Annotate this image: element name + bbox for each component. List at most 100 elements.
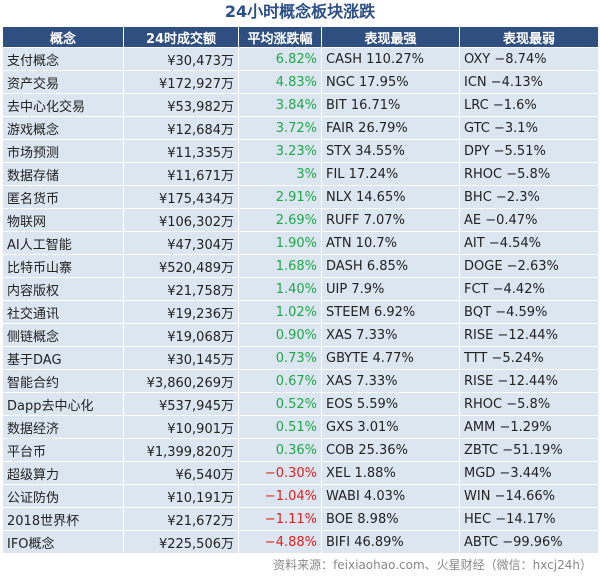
table-row: 数据存储 ¥11,671万 3% FIL 17.24% RHOC −5.8% — [2, 162, 599, 186]
table-row: 公证防伪 ¥10,191万 −1.04% WABI 4.03% WIN −14.66% — [2, 484, 599, 508]
best-performer-cell: NLX 14.65% — [321, 185, 460, 209]
worst-performer-cell: OXY −8.74% — [459, 47, 599, 71]
best-performer-cell: FAIR 26.79% — [321, 116, 460, 140]
table-row: 社交通讯 ¥19,236万 1.02% STEEM 6.92% BQT −4.59% — [2, 300, 599, 324]
header-concept: 概念 — [2, 26, 124, 48]
concept-name-cell: 基于DAG — [2, 346, 124, 370]
concept-name-cell: 侧链概念 — [2, 323, 124, 347]
volume-cell: ¥11,335万 — [123, 139, 239, 163]
worst-performer-cell: DOGE −2.63% — [459, 254, 599, 278]
concept-name-cell: 2018世界杯 — [2, 507, 124, 531]
avg-change-cell: −1.04% — [238, 484, 322, 508]
worst-performer-cell: BQT −4.59% — [459, 300, 599, 324]
best-performer-cell: GBYTE 4.77% — [321, 346, 460, 370]
worst-performer-cell: RHOC −5.8% — [459, 392, 599, 416]
volume-cell: ¥1,399,820万 — [123, 438, 239, 462]
avg-change-cell: −4.88% — [238, 530, 322, 554]
concept-name-cell: 比特币山寨 — [2, 254, 124, 278]
best-performer-cell: BIFI 46.89% — [321, 530, 460, 554]
best-performer-cell: COB 25.36% — [321, 438, 460, 462]
concept-name-cell: 内容版权 — [2, 277, 124, 301]
volume-cell: ¥47,304万 — [123, 231, 239, 255]
table-header-row: 概念 24时成交额 平均涨跌幅 表现最强 表现最弱 — [2, 26, 599, 48]
avg-change-cell: 1.68% — [238, 254, 322, 278]
worst-performer-cell: GTC −3.1% — [459, 116, 599, 140]
table-row: 支付概念 ¥30,473万 6.82% CASH 110.27% OXY −8.74% — [2, 47, 599, 71]
volume-cell: ¥106,302万 — [123, 208, 239, 232]
worst-performer-cell: ABTC −99.96% — [459, 530, 599, 554]
table-row: 侧链概念 ¥19,068万 0.90% XAS 7.33% RISE −12.44% — [2, 323, 599, 347]
worst-performer-cell: AIT −4.54% — [459, 231, 599, 255]
volume-cell: ¥19,068万 — [123, 323, 239, 347]
concept-name-cell: 数据存储 — [2, 162, 124, 186]
best-performer-cell: ATN 10.7% — [321, 231, 460, 255]
table-row: IFO概念 ¥225,506万 −4.88% BIFI 46.89% ABTC −99.… — [2, 530, 599, 554]
table-row: 2018世界杯 ¥21,672万 −1.11% BOE 8.98% HEC −14.17… — [2, 507, 599, 531]
volume-cell: ¥30,473万 — [123, 47, 239, 71]
worst-performer-cell: ZBTC −51.19% — [459, 438, 599, 462]
concept-name-cell: 智能合约 — [2, 369, 124, 393]
best-performer-cell: UIP 7.9% — [321, 277, 460, 301]
table-row: 比特币山寨 ¥520,489万 1.68% DASH 6.85% DOGE −2.63% — [2, 254, 599, 278]
worst-performer-cell: BHC −2.3% — [459, 185, 599, 209]
worst-performer-cell: AMM −1.29% — [459, 415, 599, 439]
table-row: 物联网 ¥106,302万 2.69% RUFF 7.07% AE −0.47% — [2, 208, 599, 232]
worst-performer-cell: RISE −12.44% — [459, 323, 599, 347]
concept-name-cell: 社交通讯 — [2, 300, 124, 324]
table-body: 支付概念 ¥30,473万 6.82% CASH 110.27% OXY −8.74% 资… — [2, 47, 599, 554]
volume-cell: ¥19,236万 — [123, 300, 239, 324]
worst-performer-cell: ICN −4.13% — [459, 70, 599, 94]
volume-cell: ¥225,506万 — [123, 530, 239, 554]
avg-change-cell: 3.84% — [238, 93, 322, 117]
avg-change-cell: 0.36% — [238, 438, 322, 462]
header-worst: 表现最弱 — [459, 26, 599, 48]
concept-name-cell: 物联网 — [2, 208, 124, 232]
volume-cell: ¥21,672万 — [123, 507, 239, 531]
concept-name-cell: 支付概念 — [2, 47, 124, 71]
best-performer-cell: CASH 110.27% — [321, 47, 460, 71]
worst-performer-cell: FCT −4.42% — [459, 277, 599, 301]
concept-name-cell: 匿名货币 — [2, 185, 124, 209]
best-performer-cell: FIL 17.24% — [321, 162, 460, 186]
table-row: 数据经济 ¥10,901万 0.51% GXS 3.01% AMM −1.29% — [2, 415, 599, 439]
volume-cell: ¥53,982万 — [123, 93, 239, 117]
worst-performer-cell: HEC −14.17% — [459, 507, 599, 531]
worst-performer-cell: WIN −14.66% — [459, 484, 599, 508]
best-performer-cell: XAS 7.33% — [321, 369, 460, 393]
concept-name-cell: 数据经济 — [2, 415, 124, 439]
best-performer-cell: EOS 5.59% — [321, 392, 460, 416]
avg-change-cell: 2.69% — [238, 208, 322, 232]
best-performer-cell: WABI 4.03% — [321, 484, 460, 508]
volume-cell: ¥12,684万 — [123, 116, 239, 140]
best-performer-cell: XAS 7.33% — [321, 323, 460, 347]
avg-change-cell: 1.02% — [238, 300, 322, 324]
worst-performer-cell: MGD −3.44% — [459, 461, 599, 485]
volume-cell: ¥10,191万 — [123, 484, 239, 508]
table-row: 去中心化交易 ¥53,982万 3.84% BIT 16.71% LRC −1.6% — [2, 93, 599, 117]
table-row: 内容版权 ¥21,758万 1.40% UIP 7.9% FCT −4.42% — [2, 277, 599, 301]
best-performer-cell: BIT 16.71% — [321, 93, 460, 117]
avg-change-cell: 0.73% — [238, 346, 322, 370]
volume-cell: ¥30,145万 — [123, 346, 239, 370]
worst-performer-cell: AE −0.47% — [459, 208, 599, 232]
concept-table: 概念 24时成交额 平均涨跌幅 表现最强 表现最弱 支付概念 ¥30,473万 6.… — [2, 26, 599, 554]
concept-name-cell: 平台币 — [2, 438, 124, 462]
best-performer-cell: STX 34.55% — [321, 139, 460, 163]
avg-change-cell: 3% — [238, 162, 322, 186]
worst-performer-cell: RHOC −5.8% — [459, 162, 599, 186]
best-performer-cell: RUFF 7.07% — [321, 208, 460, 232]
avg-change-cell: 4.83% — [238, 70, 322, 94]
avg-change-cell: 0.52% — [238, 392, 322, 416]
concept-name-cell: AI人工智能 — [2, 231, 124, 255]
best-performer-cell: STEEM 6.92% — [321, 300, 460, 324]
concept-name-cell: 游戏概念 — [2, 116, 124, 140]
best-performer-cell: BOE 8.98% — [321, 507, 460, 531]
header-volume: 24时成交额 — [123, 26, 239, 48]
concept-name-cell: 公证防伪 — [2, 484, 124, 508]
table-row: 超级算力 ¥6,540万 −0.30% XEL 1.88% MGD −3.44% — [2, 461, 599, 485]
header-best: 表现最强 — [321, 26, 460, 48]
concept-name-cell: 超级算力 — [2, 461, 124, 485]
best-performer-cell: XEL 1.88% — [321, 461, 460, 485]
volume-cell: ¥175,434万 — [123, 185, 239, 209]
volume-cell: ¥3,860,269万 — [123, 369, 239, 393]
